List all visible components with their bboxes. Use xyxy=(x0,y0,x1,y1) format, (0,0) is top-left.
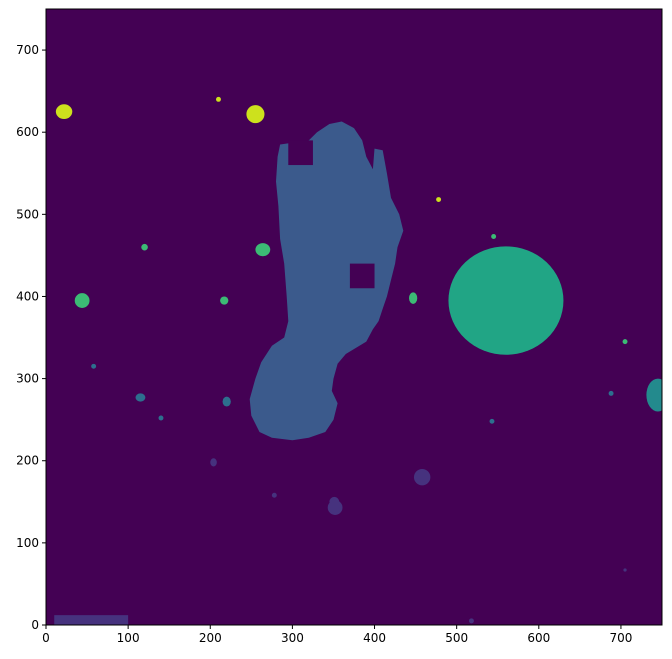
green-blob xyxy=(255,243,271,257)
x-tick-label: 0 xyxy=(42,631,50,645)
slate-blob xyxy=(135,393,146,402)
yellow-blob xyxy=(55,104,73,120)
x-tick-label: 100 xyxy=(117,631,140,645)
x-tick-label: 400 xyxy=(363,631,386,645)
yellow-blob xyxy=(436,197,442,203)
yellow-blob xyxy=(216,96,221,102)
purple-blob xyxy=(468,618,474,624)
yellow-blob xyxy=(246,105,265,124)
x-tick-label: 500 xyxy=(445,631,468,645)
x-axis: 0 100 200 300 400 500 600 700 xyxy=(42,625,632,645)
main-segment xyxy=(249,121,404,441)
large-circle xyxy=(448,246,564,355)
green-blob xyxy=(220,296,229,305)
green-blob xyxy=(622,339,628,345)
green-blob xyxy=(74,293,90,308)
slate-blob xyxy=(222,396,231,407)
y-axis: 0 100 200 300 400 500 600 700 xyxy=(16,43,46,632)
dark-square xyxy=(288,140,313,166)
y-tick-label: 700 xyxy=(16,43,39,57)
green-blob xyxy=(491,234,497,239)
plot-frame xyxy=(45,8,663,626)
purple-blob xyxy=(210,458,217,467)
y-tick-label: 500 xyxy=(16,207,39,221)
slate-blob xyxy=(158,415,164,421)
x-tick-label: 700 xyxy=(609,631,632,645)
edge-blob xyxy=(646,378,662,412)
green-blob xyxy=(141,243,148,251)
x-tick-label: 300 xyxy=(281,631,304,645)
purple-blob xyxy=(413,468,431,486)
slate-blob xyxy=(489,418,495,424)
y-tick-label: 300 xyxy=(16,372,39,386)
x-tick-label: 600 xyxy=(527,631,550,645)
slate-blob xyxy=(608,390,614,396)
y-tick-label: 400 xyxy=(16,289,39,303)
slate-blob xyxy=(91,363,97,369)
y-tick-label: 200 xyxy=(16,454,39,468)
bottom-strip xyxy=(54,615,129,625)
purple-blob xyxy=(623,568,627,572)
purple-blob xyxy=(271,492,277,498)
y-tick-label: 100 xyxy=(16,536,39,550)
dark-square xyxy=(349,263,375,289)
purple-blob xyxy=(327,500,343,515)
x-tick-label: 200 xyxy=(199,631,222,645)
green-blob xyxy=(409,292,418,304)
y-tick-label: 600 xyxy=(16,125,39,139)
y-tick-label: 0 xyxy=(31,618,39,632)
